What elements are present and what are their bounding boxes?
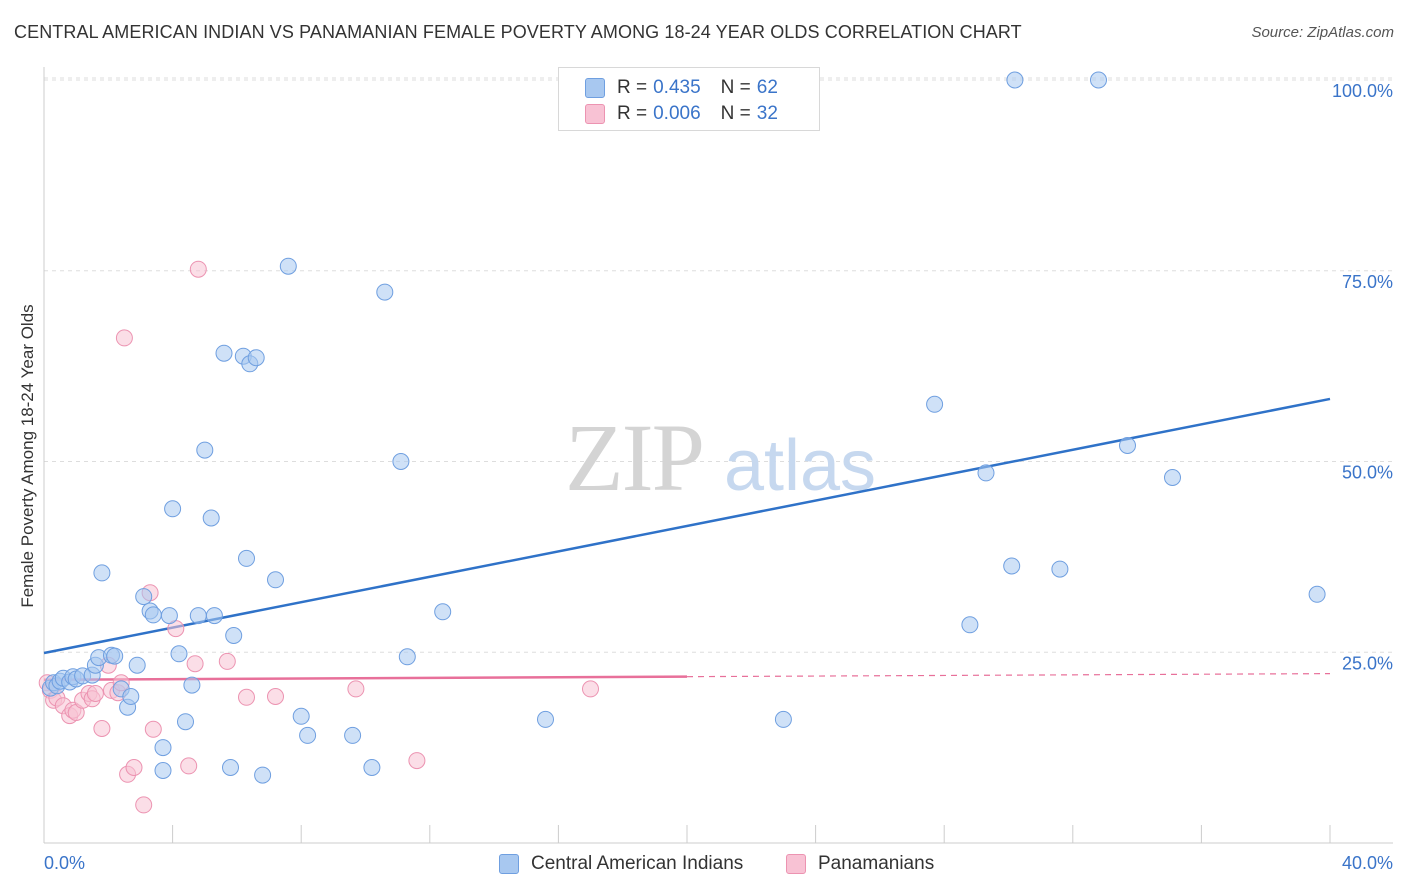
point-central-american-indians: [398, 648, 416, 666]
point-central-american-indians: [363, 759, 381, 776]
x-tick-label: 0.0%: [44, 853, 85, 873]
point-central-american-indians: [392, 453, 410, 470]
point-central-american-indians: [961, 616, 979, 634]
trend-line-panamanians-extension: [686, 673, 1331, 678]
y-tick-label: 100.0%: [1332, 81, 1393, 101]
point-panamanians: [135, 796, 153, 814]
bottom-legend-swatch-pink: [786, 854, 806, 874]
legend-r-label: R =: [617, 77, 648, 98]
bottom-legend-item-pink[interactable]: Panamanians: [786, 852, 934, 876]
legend-n-value: 32: [756, 103, 778, 124]
point-central-american-indians: [1006, 71, 1024, 89]
y-tick-label: 75.0%: [1342, 272, 1393, 292]
point-panamanians: [408, 752, 426, 770]
point-central-american-indians: [122, 688, 140, 705]
point-panamanians: [238, 688, 255, 706]
point-central-american-indians: [154, 762, 172, 779]
correlation-legend: R = 0.435 N = 62 R = 0.006 N = 32: [558, 67, 820, 131]
point-panamanians: [125, 759, 143, 776]
point-central-american-indians: [1003, 557, 1021, 575]
point-central-american-indians: [196, 441, 214, 459]
point-central-american-indians: [154, 739, 172, 757]
legend-row-pink: R = 0.006 N = 32: [585, 102, 778, 126]
x-tick-label: 40.0%: [1342, 853, 1393, 873]
point-panamanians: [115, 329, 133, 347]
trend-line-central-american-indians: [43, 397, 1331, 655]
point-central-american-indians: [977, 464, 995, 482]
tick-labels: 25.0% 50.0% 75.0% 100.0% 0.0% 40.0%: [44, 81, 1393, 873]
y-axis-title: Female Poverty Among 18-24 Year Olds: [18, 304, 37, 608]
point-central-american-indians: [1119, 437, 1136, 454]
point-central-american-indians: [189, 607, 207, 625]
point-central-american-indians: [106, 647, 124, 665]
point-central-american-indians: [177, 713, 194, 731]
legend-n-value: 62: [756, 77, 778, 98]
point-panamanians: [186, 655, 204, 673]
point-central-american-indians: [537, 710, 554, 728]
y-tick-label: 50.0%: [1342, 463, 1393, 483]
point-central-american-indians: [344, 726, 362, 744]
point-panamanians: [86, 685, 104, 702]
chart-title: CENTRAL AMERICAN INDIAN VS PANAMANIAN FE…: [14, 22, 1022, 42]
watermark-zip: ZIP: [565, 404, 703, 511]
point-central-american-indians: [254, 766, 272, 784]
axes: [43, 67, 1393, 844]
point-central-american-indians: [222, 759, 239, 776]
legend-r-value: 0.006: [653, 103, 701, 124]
watermark: ZIP atlas: [565, 404, 876, 511]
bottom-legend-swatch-blue: [499, 854, 519, 874]
legend-r-value: 0.435: [653, 77, 701, 98]
point-central-american-indians: [202, 509, 220, 527]
source-label: Source: ZipAtlas.com: [1251, 24, 1394, 41]
point-central-american-indians: [926, 395, 944, 413]
legend-row-blue: R = 0.435 N = 62: [585, 76, 778, 100]
point-central-american-indians: [292, 707, 310, 725]
point-central-american-indians: [93, 564, 111, 582]
point-central-american-indians: [135, 588, 153, 606]
trend-lines: [43, 397, 1331, 681]
bottom-legend-item-blue[interactable]: Central American Indians: [499, 852, 743, 876]
legend-n-label: N =: [720, 77, 751, 98]
bottom-legend-label: Central American Indians: [531, 853, 744, 874]
point-central-american-indians: [183, 676, 201, 694]
point-central-american-indians: [215, 344, 233, 362]
point-panamanians: [582, 680, 599, 698]
point-panamanians: [347, 680, 365, 698]
point-panamanians: [93, 720, 111, 737]
point-central-american-indians: [128, 656, 146, 674]
point-central-american-indians: [267, 571, 284, 589]
legend-swatch-pink: [585, 104, 605, 124]
y-tick-label: 25.0%: [1342, 653, 1393, 673]
point-panamanians: [180, 757, 198, 775]
point-central-american-indians: [1308, 585, 1326, 603]
point-central-american-indians: [376, 283, 394, 301]
legend-r-label: R =: [617, 103, 648, 124]
point-central-american-indians: [1090, 71, 1107, 89]
bottom-legend-label: Panamanians: [818, 853, 935, 874]
point-central-american-indians: [164, 500, 182, 518]
point-central-american-indians: [238, 549, 255, 567]
point-central-american-indians: [205, 607, 223, 625]
point-central-american-indians: [434, 603, 452, 621]
trend-line-panamanians: [43, 675, 688, 681]
point-panamanians: [144, 720, 162, 738]
point-central-american-indians: [774, 710, 792, 728]
point-central-american-indians: [1051, 560, 1069, 578]
point-panamanians: [189, 260, 207, 278]
point-central-american-indians: [299, 726, 317, 744]
point-central-american-indians: [225, 627, 243, 644]
point-central-american-indians: [247, 349, 265, 367]
point-panamanians: [218, 652, 236, 670]
point-panamanians: [267, 688, 284, 705]
data-points: [38, 71, 1326, 814]
legend-n-label: N =: [720, 103, 751, 124]
point-central-american-indians: [144, 606, 162, 624]
point-central-american-indians: [170, 645, 188, 663]
legend-swatch-blue: [585, 78, 605, 98]
point-central-american-indians: [279, 257, 297, 275]
point-central-american-indians: [1164, 469, 1181, 486]
point-central-american-indians: [160, 607, 178, 625]
